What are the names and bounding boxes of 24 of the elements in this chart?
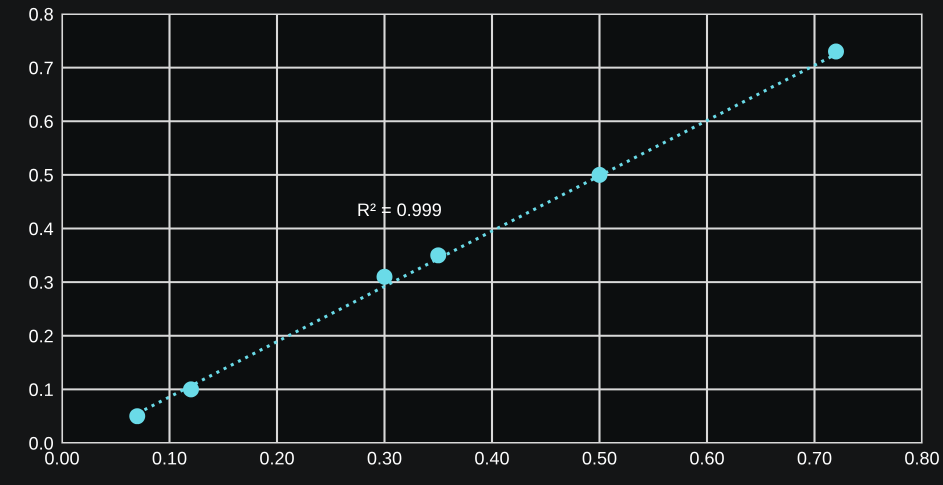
y-tick-label: 0.5 [29,168,53,182]
y-tick-label: 0.2 [29,330,53,342]
point [376,268,392,285]
x-tick-label: 0.20 [260,452,294,465]
x-tick-label: 0.50 [582,452,616,465]
point [430,247,446,264]
y-tick-label: 0.3 [29,276,53,289]
point [592,166,608,183]
point [183,381,199,398]
x-tick-label: 0.00 [45,452,79,465]
y-tick-label: 0.6 [29,115,53,128]
x-tick-label: 0.10 [152,452,186,465]
point [129,408,146,424]
y-tick-label: 0.4 [29,222,54,236]
x-tick-label: 0.80 [905,452,939,465]
x-tick-label: 0.30 [368,452,402,465]
y-tick-label: 0.1 [29,383,53,396]
y-tick-label: 0.0 [29,436,53,450]
x-tick-label: 0.60 [690,452,724,465]
point [828,44,844,60]
x-tick-label: 0.40 [475,452,509,465]
y-tick-label: 0.7 [29,62,53,74]
y-tick-label: 0.8 [29,8,53,21]
x-tick-label: 0.70 [798,452,832,465]
